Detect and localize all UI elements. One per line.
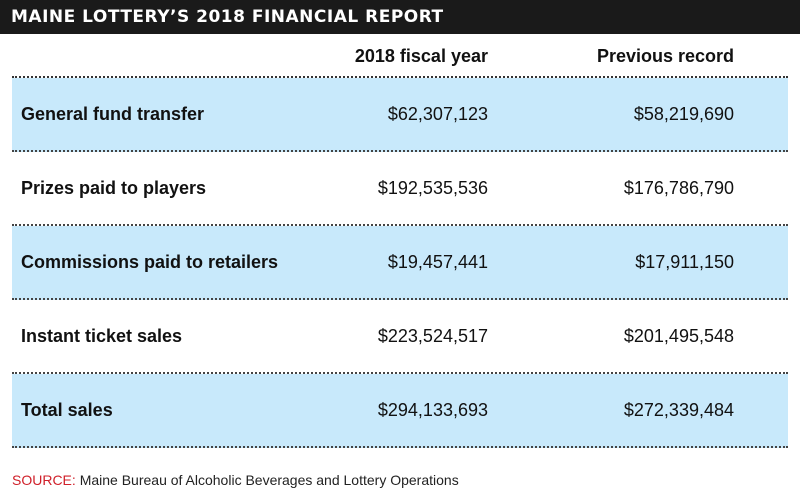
source-text: Maine Bureau of Alcoholic Beverages and … [79,472,459,488]
column-header-2018-fiscal-year: 2018 fiscal year [354,46,488,66]
table-row: Instant ticket sales $223,524,517 $201,4… [12,300,788,374]
row-label: Prizes paid to players [21,178,207,198]
source-label: SOURCE: [12,472,76,488]
row-value-previous: $201,495,548 [623,326,734,346]
row-value-2018: $192,535,536 [377,178,488,198]
row-label: Total sales [21,400,113,420]
table-title: MAINE LOTTERY’S 2018 FINANCIAL REPORT [0,0,800,34]
table-row: Prizes paid to players $192,535,536 $176… [12,152,788,226]
row-value-2018: $294,133,693 [377,400,488,420]
column-header-previous-record: Previous record [596,46,734,66]
row-label: Commissions paid to retailers [21,252,279,272]
table-row: General fund transfer $62,307,123 $58,21… [12,78,788,152]
source-note: SOURCE: Maine Bureau of Alcoholic Bevera… [12,472,459,488]
financial-table: General fund transfer $62,307,123 $58,21… [12,78,788,448]
row-value-2018: $19,457,441 [387,252,488,272]
row-value-previous: $58,219,690 [633,104,734,124]
header-divider [12,76,788,78]
row-value-previous: $272,339,484 [623,400,734,420]
row-value-previous: $176,786,790 [623,178,734,198]
row-value-previous: $17,911,150 [635,252,734,272]
column-header-row: 2018 fiscal year Previous record [12,46,788,74]
row-value-2018: $62,307,123 [387,104,488,124]
table-row: Commissions paid to retailers $19,457,44… [12,226,788,300]
row-label: General fund transfer [21,104,205,124]
table-row: Total sales $294,133,693 $272,339,484 [12,374,788,448]
row-value-2018: $223,524,517 [377,326,488,346]
row-label: Instant ticket sales [21,326,183,346]
